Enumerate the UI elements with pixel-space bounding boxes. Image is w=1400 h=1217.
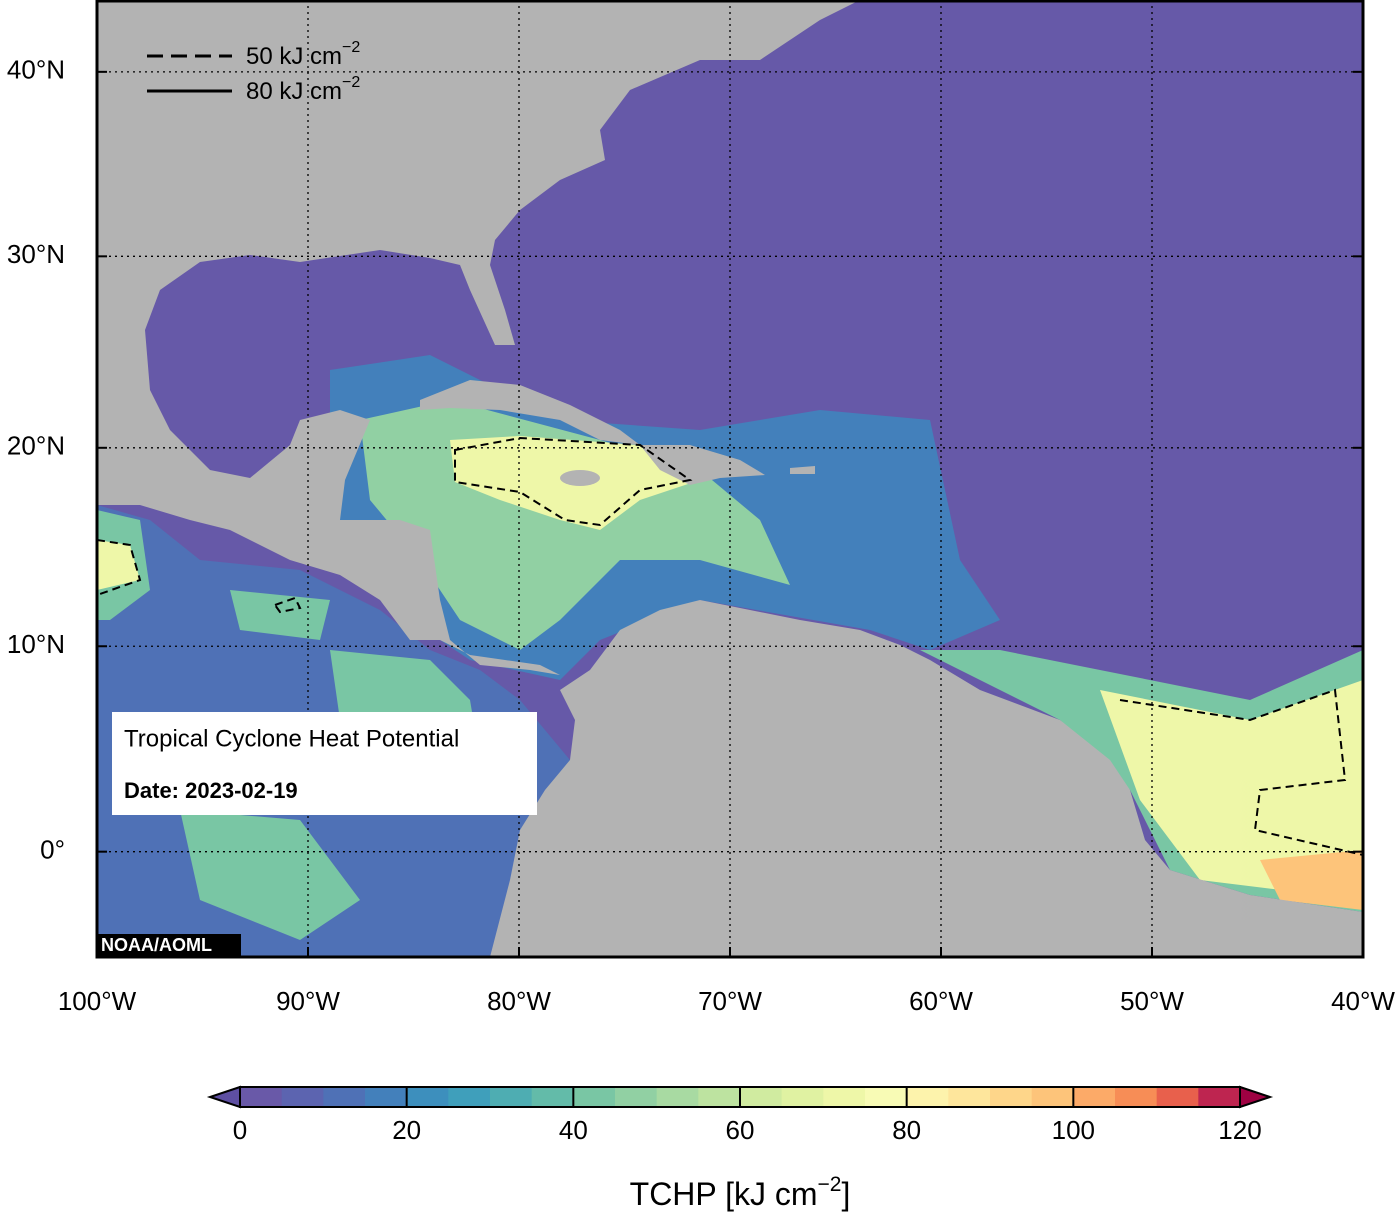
x-tick-label: 90°W [276, 986, 340, 1016]
x-tick-label: 70°W [698, 986, 762, 1016]
colorbar-bin [1198, 1087, 1241, 1107]
x-tick-label: 40°W [1331, 986, 1395, 1016]
x-tick-label: 60°W [909, 986, 973, 1016]
tchp-field [97, 510, 480, 940]
info-box [112, 712, 537, 815]
land [560, 470, 600, 486]
colorbar-bin [615, 1087, 658, 1107]
colorbar-tick-label: 80 [892, 1115, 921, 1145]
colorbar-under [206, 1085, 241, 1109]
y-tick-label: 0° [40, 835, 65, 865]
colorbar-bin [406, 1087, 449, 1107]
land [97, 0, 860, 675]
colorbar-tick-label: 0 [233, 1115, 247, 1145]
colorbar-bin [281, 1087, 324, 1107]
info-title: Tropical Cyclone Heat Potential [124, 725, 459, 752]
colorbar-bin [1156, 1087, 1199, 1107]
colorbar-bin [323, 1087, 366, 1107]
contour-50 [97, 436, 1363, 856]
colorbar-bin [1073, 1087, 1116, 1107]
colorbar-bin [365, 1087, 408, 1107]
land [420, 380, 815, 485]
colorbar-over [1239, 1085, 1274, 1109]
colorbar-bin [906, 1087, 949, 1107]
map-frame [95, 0, 1365, 959]
colorbar-bin [948, 1087, 991, 1107]
tchp-field [1260, 850, 1363, 910]
colorbar-bin [865, 1087, 908, 1107]
colorbar-label: TCHP [kJ cm−2] [630, 1173, 851, 1213]
colorbar-bin [1115, 1087, 1158, 1107]
colorbar-tick-label: 60 [726, 1115, 755, 1145]
colorbar-bin [656, 1087, 699, 1107]
credit-box [97, 934, 241, 957]
colorbar-bin [1031, 1087, 1074, 1107]
colorbar-tick-label: 100 [1052, 1115, 1095, 1145]
y-tick-label: 20°N [7, 431, 65, 461]
legend-label: 50 kJ cm−2 [246, 39, 360, 70]
credit: NOAA/AOML [101, 935, 212, 955]
land [490, 600, 1363, 957]
x-tick-label: 80°W [487, 986, 551, 1016]
colorbar-tick-label: 20 [392, 1115, 421, 1145]
colorbar-bin [448, 1087, 491, 1107]
y-tick-label: 40°N [7, 55, 65, 85]
colorbar-tick-label: 120 [1218, 1115, 1261, 1145]
colorbar-bin [240, 1087, 283, 1107]
tchp-field [97, 540, 1363, 900]
colorbar-bin [698, 1087, 741, 1107]
colorbar-tick-label: 40 [559, 1115, 588, 1145]
colorbar-bin [490, 1087, 533, 1107]
colorbar-bin [573, 1087, 616, 1107]
y-tick-label: 10°N [7, 629, 65, 659]
colorbar-bin [990, 1087, 1033, 1107]
info-date: Date: 2023-02-19 [124, 778, 298, 803]
colorbar-bin [531, 1087, 574, 1107]
colorbar: 0 20 40 60 80 100 120 [206, 1085, 1274, 1145]
colorbar-bin [781, 1087, 824, 1107]
legend-label: 80 kJ cm−2 [246, 74, 360, 105]
legend: 50 kJ cm−2 80 kJ cm−2 [147, 39, 360, 105]
y-tick-label: 30°N [7, 239, 65, 269]
colorbar-bin [823, 1087, 866, 1107]
colorbar-bin [740, 1087, 783, 1107]
x-tick-label: 100°W [58, 986, 137, 1016]
x-tick-label: 50°W [1120, 986, 1184, 1016]
